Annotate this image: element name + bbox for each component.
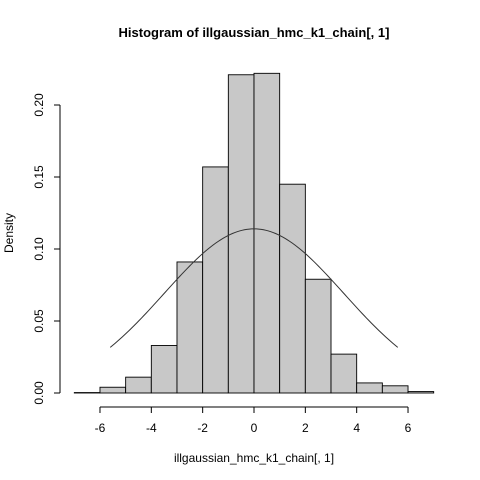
x-tick-label-2: -2 [197, 421, 208, 435]
histogram-bar-5 [176, 261, 204, 394]
chart-title: Histogram of illgaussian_hmc_k1_chain[, … [119, 25, 390, 40]
histogram-bar-4 [150, 345, 178, 394]
x-tick-label-5: 4 [353, 421, 360, 435]
y-tick-label-1: 0.05 [32, 309, 46, 333]
histogram-bar-13 [381, 385, 409, 394]
y-axis-label: Density [2, 213, 16, 253]
histogram-bar-14 [407, 391, 435, 394]
y-tick-label-3: 0.15 [32, 165, 46, 189]
y-tick-label-4: 0.20 [32, 93, 46, 117]
x-tick-label-6: 6 [405, 421, 412, 435]
histogram-bar-6 [202, 166, 229, 394]
bars-group [73, 72, 435, 394]
x-tick-label-0: -6 [95, 421, 106, 435]
histogram-bar-2 [99, 386, 127, 394]
histogram-bar-11 [330, 353, 358, 394]
x-tick-label-3: 0 [251, 421, 258, 435]
histogram-bar-10 [304, 278, 332, 394]
x-tick-label-1: -4 [146, 421, 157, 435]
histogram-bar-9 [279, 183, 306, 394]
y-tick-label-2: 0.10 [32, 237, 46, 261]
x-axis-label: illgaussian_hmc_k1_chain[, 1] [174, 451, 334, 465]
normal-density-curve [109, 228, 399, 348]
x-tick-label-4: 2 [302, 421, 309, 435]
y-tick-label-0: 0.00 [32, 381, 46, 405]
histogram-bar-3 [125, 376, 152, 394]
y-axis: 0.00 0.05 0.10 0.15 0.20 [32, 93, 61, 405]
x-axis: -6 -4 -2 0 2 4 6 [95, 406, 412, 435]
histogram-bar-12 [356, 382, 383, 394]
